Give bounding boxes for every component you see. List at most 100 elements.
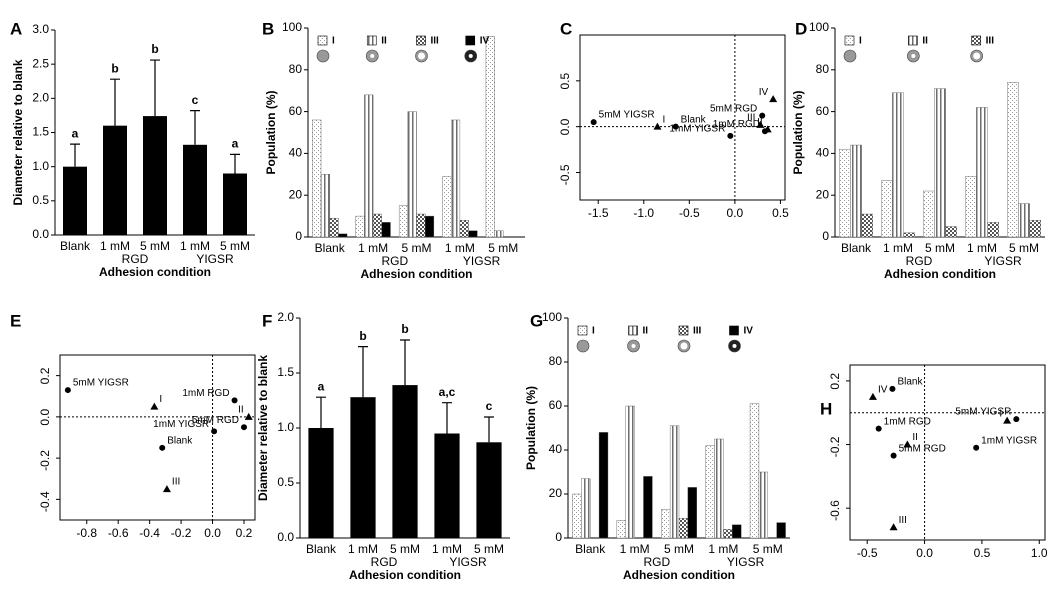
point-label: Blank <box>167 435 193 446</box>
x-tick-label: 5 mM <box>1009 241 1039 255</box>
legend-label: IV <box>744 326 754 337</box>
point-circle <box>759 112 766 119</box>
significance-letter: b <box>111 61 118 75</box>
x-tick-label: 5 mM <box>474 542 504 556</box>
error-bar <box>110 78 120 126</box>
cell-icon-core <box>418 52 425 60</box>
x-tick-label: -1.5 <box>588 206 609 220</box>
y-tick-label: 0.5 <box>558 73 572 90</box>
point-label: Blank <box>897 377 923 388</box>
group-label: RGD <box>381 254 408 268</box>
y-tick-label: -0.2 <box>828 436 842 457</box>
y-tick-label: 20 <box>816 187 830 201</box>
bar <box>1029 220 1041 238</box>
bar <box>223 173 247 235</box>
cell-icon <box>316 49 330 63</box>
y-tick-label: 0.0 <box>38 409 52 426</box>
significance-letter: a <box>318 379 325 393</box>
bar <box>451 119 461 238</box>
x-tick-label: Blank <box>841 241 872 255</box>
legend-swatch <box>844 35 855 46</box>
y-tick-label: -0.6 <box>828 500 842 521</box>
point-circle <box>890 452 897 459</box>
cell-icon-core <box>911 54 916 58</box>
point-circle <box>727 132 734 139</box>
point-circle <box>875 425 882 432</box>
bar <box>308 428 334 538</box>
panel-label: H <box>820 399 832 418</box>
bar <box>424 215 435 238</box>
cell-icon <box>576 339 590 353</box>
legend-label: III <box>986 36 995 47</box>
point-circle <box>889 385 896 392</box>
x-tick-label: 0.5 <box>772 206 789 220</box>
legend-swatch <box>971 35 981 46</box>
y-tick-label: 100 <box>809 20 829 34</box>
y-tick-label: 40 <box>549 442 563 456</box>
y-tick-label: 0 <box>822 229 829 243</box>
y-axis-title: Population (%) <box>791 91 805 175</box>
bar <box>392 385 418 538</box>
bar <box>776 522 786 539</box>
bar <box>892 92 904 238</box>
bar <box>976 107 988 238</box>
legend-label: I <box>592 326 595 337</box>
point-label: III <box>899 515 907 526</box>
error-bar <box>484 416 494 443</box>
point-label: I <box>999 408 1002 419</box>
y-tick-label: 20 <box>549 486 563 500</box>
bar <box>350 397 376 538</box>
x-tick-label: 5 mM <box>925 241 955 255</box>
x-tick-label: -1.0 <box>633 206 654 220</box>
y-tick-label: 0.2 <box>38 367 52 384</box>
x-tick-label: -0.6 <box>108 526 129 540</box>
legend-swatch <box>628 325 638 336</box>
panel-label: G <box>530 311 543 330</box>
point-triangle <box>162 485 171 493</box>
x-tick-label: -0.8 <box>76 526 97 540</box>
x-tick-label: Blank <box>60 239 91 253</box>
x-tick-label: -0.2 <box>171 526 192 540</box>
plot-frame <box>579 34 786 201</box>
y-tick-label: 2.0 <box>32 91 49 105</box>
point-label: IV <box>878 384 888 395</box>
point-label: Blank <box>681 114 707 125</box>
significance-letter: c <box>192 93 199 107</box>
group-label: YIGSR <box>727 555 765 569</box>
point-label: 5mM YIGSR <box>73 378 129 389</box>
panel-label: F <box>262 311 272 330</box>
x-axis-title: Adhesion condition <box>99 265 211 279</box>
point-triangle <box>868 392 877 400</box>
y-tick-label: 60 <box>289 104 303 118</box>
y-tick-label: 80 <box>816 62 830 76</box>
bar <box>364 94 374 238</box>
x-tick-label: 1 mM <box>348 542 378 556</box>
significance-letter: c <box>486 399 493 413</box>
y-tick-label: 0.0 <box>32 227 49 241</box>
bar <box>732 524 742 539</box>
bar <box>687 487 697 539</box>
y-tick-label: -0.2 <box>38 450 52 471</box>
x-tick-label: 5 mM <box>488 241 518 255</box>
panel: E -0.8 -0.6 -0.4 -0.2 0.0 0.2 0.2 0.0 -0.2 -0.4 5mM… <box>10 311 256 540</box>
panel-label: A <box>10 19 22 38</box>
legend-swatch <box>416 35 426 46</box>
x-axis-title: Adhesion condition <box>884 267 996 281</box>
bar <box>987 222 999 238</box>
bar <box>494 230 504 238</box>
legend-swatch <box>577 325 588 336</box>
error-bar <box>316 396 326 428</box>
y-tick-label: -0.5 <box>558 164 572 185</box>
group-label: YIGSR <box>196 252 234 266</box>
legend-swatch <box>729 325 739 336</box>
x-tick-label: 0.5 <box>974 546 991 560</box>
bar <box>329 217 339 238</box>
significance-letter: b <box>401 322 408 336</box>
x-tick-label: 1 mM <box>708 542 738 556</box>
error-bar <box>190 110 200 145</box>
cell-icon-core <box>732 344 737 348</box>
point-label: IV <box>759 87 769 98</box>
point-label: II <box>238 405 244 416</box>
bar <box>459 220 469 238</box>
